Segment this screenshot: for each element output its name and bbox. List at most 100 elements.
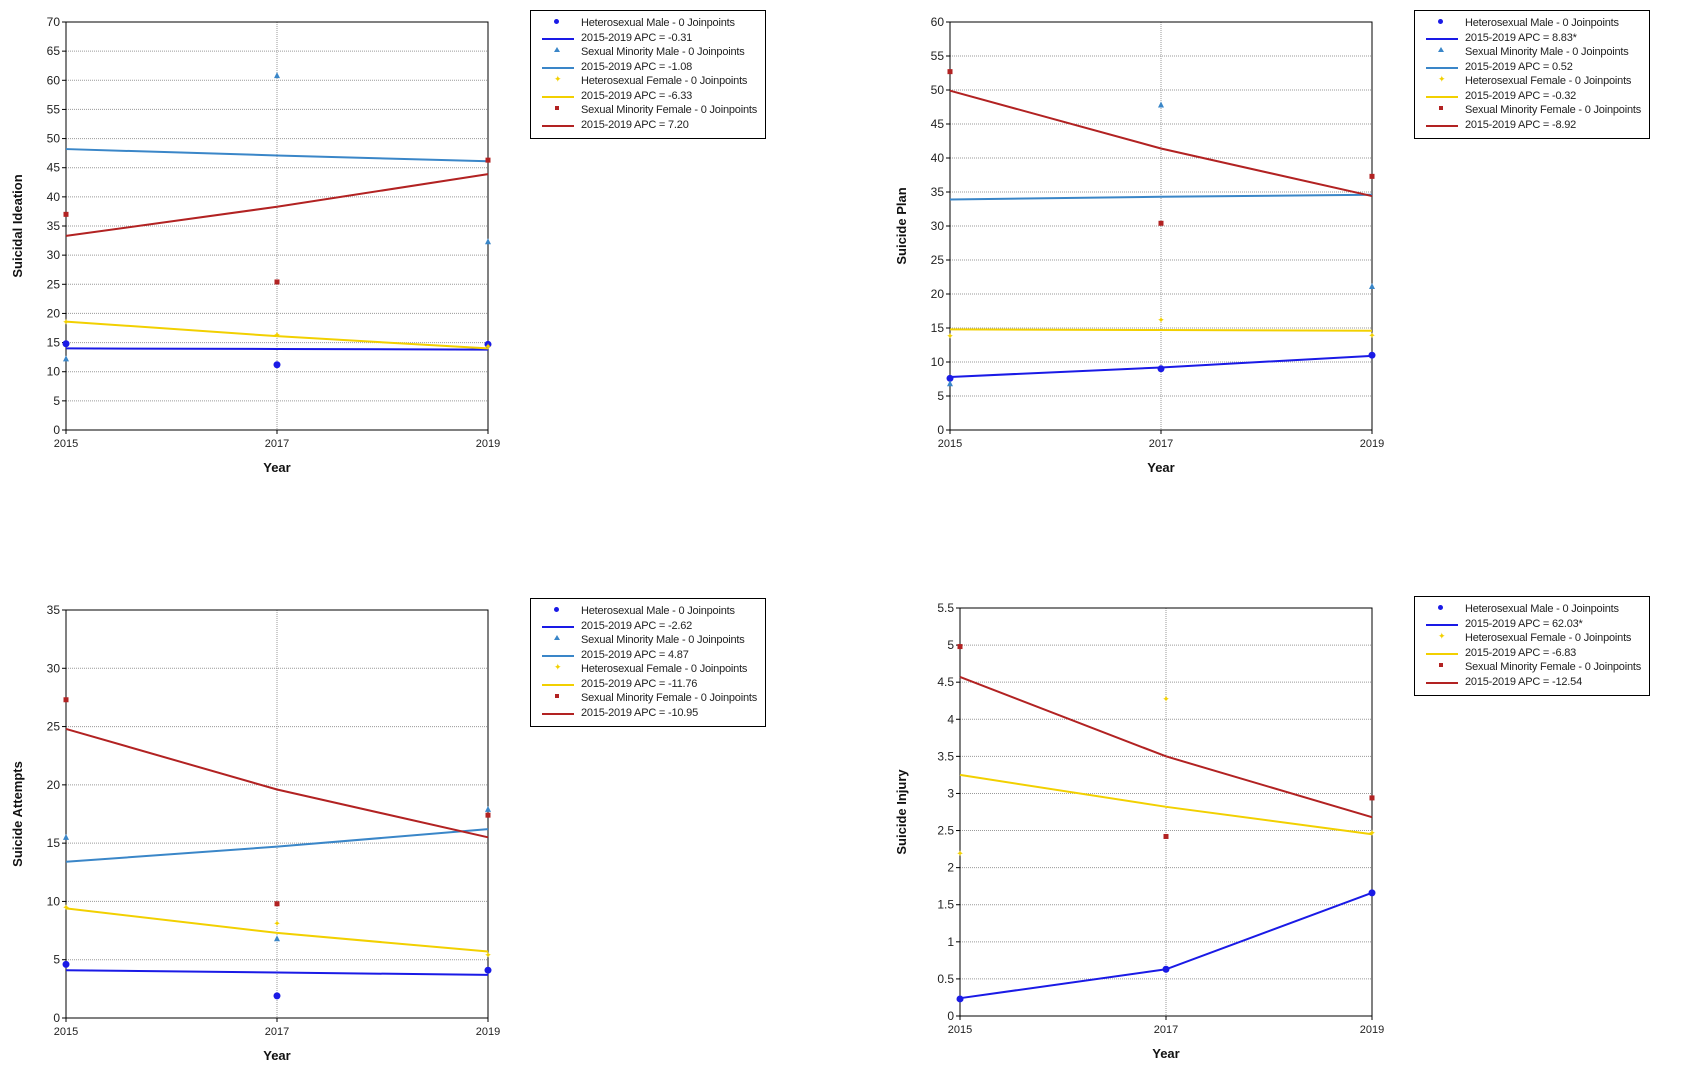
legend-apc-label: 2015-2019 APC = 4.87 — [581, 648, 689, 661]
fit-line-heterosexual-male — [65, 969, 489, 976]
legend-line-swatch — [1423, 31, 1461, 45]
legend-apc-entry: 2015-2019 APC = -0.31 — [539, 31, 757, 46]
y-tick-label: 15 — [47, 836, 61, 850]
data-point-sexual-minority-male — [63, 833, 69, 840]
x-axis-label: Year — [263, 1048, 290, 1063]
y-tick-label: 55 — [931, 49, 945, 63]
legend-line-swatch — [539, 31, 577, 45]
legend-line-swatch — [539, 677, 577, 691]
data-point-heterosexual-female: ✦ — [273, 919, 281, 929]
y-tick-label: 70 — [47, 15, 61, 29]
chart-suicide-attempts: 0 5 10 15 20 25 30 35 2015 2017 2019 Year Suicide At… — [0, 580, 520, 1063]
legend-line-swatch — [539, 706, 577, 720]
legend-line-swatch — [1423, 617, 1461, 631]
legend-series-name: Sexual Minority Male - 0 Joinpoints — [1465, 46, 1629, 59]
legend-entry-heterosexual-male: Heterosexual Male - 0 Joinpoints — [1423, 602, 1641, 617]
data-point-sexual-minority-male — [274, 72, 280, 79]
y-tick-label: 50 — [47, 132, 61, 146]
legend-marker-square — [1423, 660, 1461, 674]
y-tick-label: 0 — [53, 423, 60, 437]
legend-series-name: Heterosexual Female - 0 Joinpoints — [1465, 632, 1632, 645]
legend-apc-label: 2015-2019 APC = -1.08 — [581, 60, 693, 73]
legend-marker-square — [1423, 103, 1461, 117]
legend-apc-entry: 2015-2019 APC = 8.83* — [1423, 31, 1641, 46]
x-tick-label: 2019 — [476, 438, 500, 450]
data-point-sexual-minority-male — [947, 380, 953, 387]
legend-series-name: Sexual Minority Female - 0 Joinpoints — [581, 692, 758, 705]
legend-apc-entry: 2015-2019 APC = 7.20 — [539, 118, 757, 133]
y-tick-label: 5 — [53, 394, 60, 408]
legend-apc-label: 2015-2019 APC = 7.20 — [581, 118, 689, 131]
legend-entry-sexual-minority-male: Sexual Minority Male - 0 Joinpoints — [1423, 45, 1641, 60]
data-point-heterosexual-female: ✦ — [1157, 315, 1165, 325]
y-tick-label: 30 — [47, 661, 61, 675]
data-point-heterosexual-male — [1368, 889, 1376, 897]
legend-line-swatch — [1423, 646, 1461, 660]
data-point-heterosexual-male — [956, 995, 964, 1003]
y-tick-label: 5 — [947, 638, 954, 652]
legend-apc-label: 2015-2019 APC = -6.33 — [581, 89, 693, 102]
legend-line-swatch — [539, 60, 577, 74]
y-tick-label: 2 — [947, 861, 954, 875]
x-tick-label: 2015 — [54, 1026, 78, 1038]
x-axis-label: Year — [1152, 1046, 1179, 1061]
fit-line-sexual-minority-male — [65, 148, 489, 163]
legend-marker-triangle — [539, 45, 577, 59]
legend-entry-sexual-minority-female: Sexual Minority Female - 0 Joinpoints — [1423, 660, 1641, 675]
legend-marker-dot — [539, 16, 577, 30]
data-point-heterosexual-male — [1162, 965, 1170, 973]
legend-series-name: Heterosexual Female - 0 Joinpoints — [581, 75, 748, 88]
y-tick-label: 1.5 — [937, 898, 954, 912]
data-point-heterosexual-male — [273, 361, 281, 369]
x-tick-label: 2019 — [1360, 1024, 1384, 1036]
y-tick-label: 0 — [947, 1009, 954, 1023]
legend-apc-label: 2015-2019 APC = 8.83* — [1465, 31, 1577, 44]
x-tick-label: 2015 — [938, 438, 962, 450]
legend-entry-heterosexual-male: Heterosexual Male - 0 Joinpoints — [539, 16, 757, 31]
data-point-heterosexual-male — [484, 966, 492, 974]
legend-apc-label: 2015-2019 APC = -0.31 — [581, 31, 693, 44]
legend-apc-label: 2015-2019 APC = -6.83 — [1465, 646, 1577, 659]
data-point-sexual-minority-female — [63, 211, 69, 217]
legend-line-swatch — [539, 619, 577, 633]
fit-line-sexual-minority-female — [959, 676, 1373, 819]
y-tick-label: 20 — [47, 778, 61, 792]
y-tick-label: 55 — [47, 102, 61, 116]
legend-apc-entry: 2015-2019 APC = -12.54 — [1423, 675, 1641, 690]
fit-line-heterosexual-female — [65, 907, 489, 953]
x-tick-label: 2019 — [1360, 438, 1384, 450]
y-tick-label: 60 — [931, 15, 945, 29]
chart-suicidal-ideation: 0 5 10 15 20 25 30 35 40 45 50 55 60 65 70 2015 2017 2019… — [0, 0, 520, 480]
y-tick-label: 2.5 — [937, 824, 954, 838]
legend-apc-label: 2015-2019 APC = 0.52 — [1465, 60, 1573, 73]
y-tick-label: 10 — [47, 894, 61, 908]
data-point-heterosexual-female: ✦ — [946, 331, 954, 341]
data-point-heterosexual-female: ✦ — [273, 330, 281, 340]
legend-marker-triangle — [1423, 45, 1461, 59]
y-tick-label: 4.5 — [937, 675, 954, 689]
legend-apc-label: 2015-2019 APC = -12.54 — [1465, 675, 1582, 688]
y-tick-label: 35 — [47, 219, 61, 233]
legend-series-name: Heterosexual Female - 0 Joinpoints — [1465, 75, 1632, 88]
chart-svg: 0 5 10 15 20 25 30 35 40 45 50 55 60 2015 2017 2019 Year… — [894, 15, 1384, 475]
y-tick-label: 25 — [931, 253, 945, 267]
y-tick-label: 0.5 — [937, 972, 954, 986]
legend-line-swatch — [1423, 89, 1461, 103]
data-point-sexual-minority-female — [63, 697, 69, 703]
data-point-heterosexual-female: ✦ — [484, 342, 492, 352]
legend-apc-entry: 2015-2019 APC = -0.32 — [1423, 89, 1641, 104]
legend-apc-entry: 2015-2019 APC = -11.76 — [539, 677, 757, 692]
data-point-heterosexual-male — [484, 340, 492, 348]
legend-marker-dot — [1423, 16, 1461, 30]
y-axis-label: Suicidal Ideation — [10, 174, 25, 277]
data-point-sexual-minority-male — [485, 238, 491, 245]
data-point-sexual-minority-male — [485, 805, 491, 812]
legend-apc-label: 2015-2019 APC = -2.62 — [581, 619, 693, 632]
data-point-sexual-minority-female — [1163, 833, 1169, 839]
y-tick-label: 15 — [931, 321, 945, 335]
legend-entry-heterosexual-female: ✦ Heterosexual Female - 0 Joinpoints — [539, 74, 757, 89]
y-tick-label: 45 — [931, 117, 945, 131]
fit-line-sexual-minority-female — [65, 727, 489, 839]
data-point-heterosexual-female: ✦ — [956, 849, 964, 859]
x-tick-label: 2019 — [476, 1026, 500, 1038]
